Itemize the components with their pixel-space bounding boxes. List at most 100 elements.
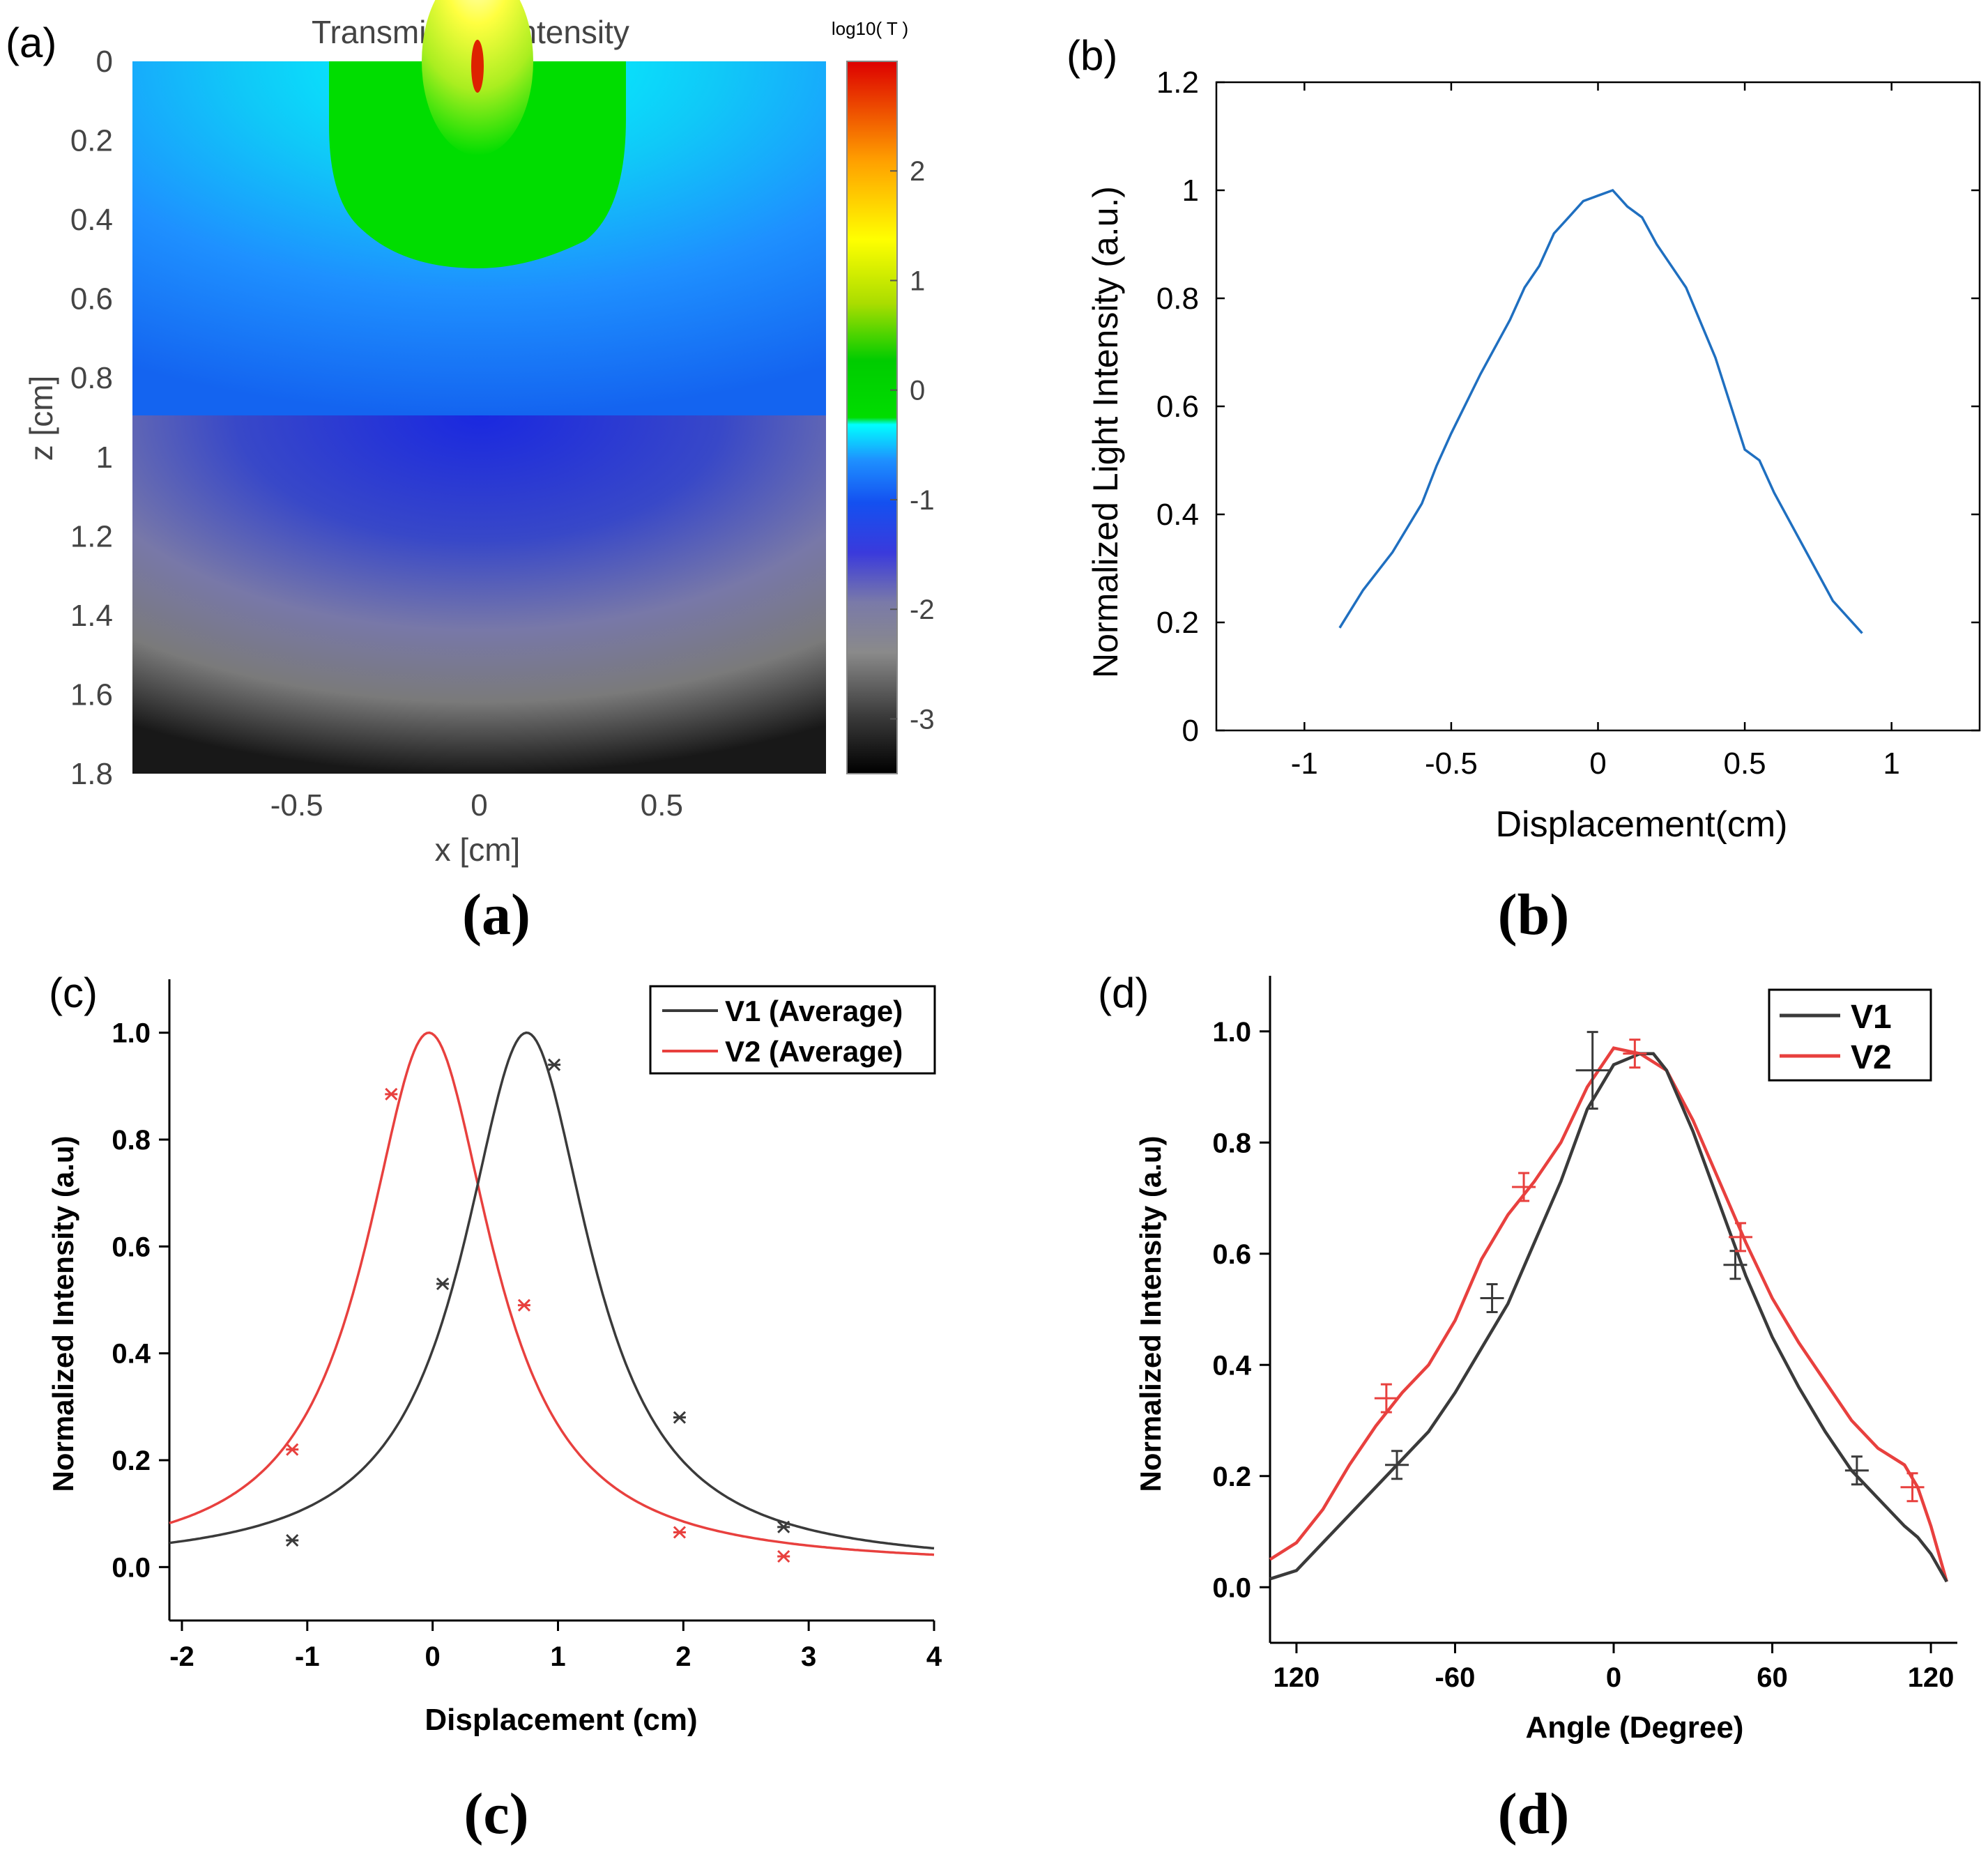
panel-label-d: (d) (1098, 970, 1149, 1016)
error-bar-v1 (1844, 1455, 1869, 1486)
x-tick-label-b: 0.5 (1723, 746, 1766, 781)
plot-frame-b (1215, 81, 1981, 732)
panel-c-line-chart: (c) -2 -1 0 1 2 3 4 0.0 0.2 0.4 0.6 0.8 1.0 V1 (Aver… (47, 970, 942, 1846)
marker-v2 (385, 1087, 398, 1101)
legend-c: V1 (Average) V2 (Average) (649, 985, 936, 1075)
colorbar-tick-label: -2 (910, 595, 935, 625)
colorbar-tick-label: -1 (910, 485, 935, 516)
y-tick-label-c: 0.2 (112, 1446, 151, 1476)
heatmap-source-point (471, 40, 484, 93)
marker-v1 (436, 1277, 450, 1291)
series-line-v2-average (169, 1031, 935, 1556)
y-tick-label-b: 1.2 (1156, 66, 1199, 100)
error-bar-v1 (1480, 1283, 1504, 1314)
x-axis-label-d: Angle (Degree) (1526, 1710, 1744, 1745)
x-tick-label-c: 0 (425, 1641, 441, 1672)
error-bar-v2 (1623, 1039, 1647, 1069)
x-tick-label-b: 0 (1589, 746, 1606, 781)
y-tick-label-a: 0.6 (70, 282, 113, 316)
y-tick-label-b: 0.8 (1156, 282, 1199, 316)
marker-v2 (673, 1526, 686, 1539)
panel-label-b: (b) (1066, 32, 1117, 79)
error-bar-v1 (1723, 1250, 1748, 1280)
error-bars-d (1374, 1031, 1925, 1503)
y-tick-label-b: 0.4 (1156, 498, 1199, 532)
y-tick-label-b: 1 (1182, 174, 1199, 208)
y-tick-label-a: 1.8 (70, 757, 113, 791)
legend-label-v2-average: V2 (Average) (725, 1035, 903, 1068)
y-tick-label-d: 0.2 (1212, 1462, 1251, 1492)
panel-a-heatmap: (a) Transmission Intensity 00.20.40.60.8… (6, 0, 935, 947)
x-tick-label-a: 0.5 (641, 788, 683, 822)
x-tick-label-b: -1 (1291, 746, 1318, 781)
colorbar-label: log10( T ) (832, 18, 908, 39)
heatmap-x-label: x [cm] (435, 832, 521, 868)
y-tick-label-a: 0 (96, 45, 113, 79)
axes-d: 120 -60 0 60 120 0.0 0.2 0.4 0.6 0.8 1.0 (1212, 1017, 1954, 1693)
y-tick-label-a: 1 (96, 440, 113, 475)
y-tick-label-c: 0.6 (112, 1232, 151, 1262)
x-tick-label-b: -0.5 (1425, 746, 1478, 781)
legend-label-v1: V1 (1851, 999, 1892, 1036)
colorbar-tick-label: 1 (910, 266, 925, 296)
error-bar-v2 (1374, 1383, 1398, 1414)
panel-d-line-chart: (d) 120 -60 0 60 120 0.0 0.2 0.4 0.6 0.8 1.0 V1 V2… (1098, 970, 1957, 1846)
colorbar-tick-label: -3 (910, 704, 935, 735)
x-tick-label-c: -2 (169, 1641, 194, 1672)
x-tick-label-d: 60 (1757, 1662, 1788, 1693)
x-tick-label-d: 120 (1908, 1662, 1955, 1693)
legend-box-d (1768, 988, 1932, 1082)
marker-v1 (286, 1533, 299, 1547)
colorbar-ticks: 2 1 0 -1 -2 -3 (890, 156, 935, 735)
heatmap-green-region (329, 61, 626, 268)
series-line-v1 (1269, 1052, 1948, 1583)
legend-box-c (649, 985, 936, 1075)
x-tick-label-d: 0 (1606, 1662, 1621, 1693)
marker-v1 (673, 1411, 686, 1424)
marker-v2 (517, 1298, 530, 1312)
y-axis-label-b: Normalized Light Intensity (a.u.) (1086, 186, 1125, 678)
legend-label-v2: V2 (1851, 1039, 1892, 1076)
caption-b: (b) (1498, 882, 1570, 947)
error-bar-v2 (1729, 1222, 1753, 1252)
series-line-v1-average (169, 1031, 935, 1550)
legend-d: V1 V2 (1768, 988, 1932, 1082)
y-tick-label-a: 1.6 (70, 677, 113, 712)
colorbar-tick-label: 2 (910, 156, 925, 187)
y-tick-label-b: 0.6 (1156, 390, 1199, 424)
x-axis-label-c: Displacement (cm) (425, 1703, 697, 1737)
error-bar-v2 (1900, 1472, 1925, 1503)
heatmap-lower-layer (132, 415, 826, 774)
colorbar (846, 61, 898, 774)
error-bar-v1 (1385, 1450, 1409, 1480)
y-tick-label-c: 1.0 (112, 1018, 151, 1049)
colorbar-tick-label: 0 (910, 376, 925, 406)
axes-c: -2 -1 0 1 2 3 4 0.0 0.2 0.4 0.6 0.8 1.0 (112, 1018, 942, 1672)
error-bar-v1 (1575, 1031, 1609, 1110)
y-tick-label-b: 0 (1182, 714, 1199, 748)
y-tick-label-a: 1.2 (70, 519, 113, 553)
y-tick-label-d: 1.0 (1212, 1017, 1251, 1048)
y-tick-label-c: 0.8 (112, 1125, 151, 1156)
heatmap-y-axis: 0 0.2 0.4 0.6 0.8 1 1.2 1.4 1.6 1.8 (70, 45, 113, 791)
error-bar-v2 (1512, 1172, 1536, 1202)
series-line-profile (1338, 188, 1863, 634)
marker-v2 (286, 1443, 299, 1456)
x-tick-label-b: 1 (1883, 746, 1899, 781)
legend-label-v1-average: V1 (Average) (725, 995, 903, 1027)
marker-v2 (777, 1549, 790, 1563)
x-tick-label-c: 1 (550, 1641, 565, 1672)
x-tick-label-c: 2 (675, 1641, 691, 1672)
y-tick-label-c: 0.0 (112, 1552, 151, 1583)
y-tick-label-d: 0.4 (1212, 1350, 1251, 1381)
series-markers-c (286, 1058, 790, 1563)
y-tick-label-b: 0.2 (1156, 606, 1199, 640)
y-tick-label-d: 0.8 (1212, 1128, 1251, 1158)
x-axis-label-b: Displacement(cm) (1496, 804, 1788, 845)
y-tick-label-d: 0.0 (1212, 1572, 1251, 1603)
y-tick-label-a: 0.4 (70, 203, 113, 237)
y-axis-label-c: Normalized Intensity (a.u) (47, 1135, 79, 1492)
axes-b: -1 -0.5 0 0.5 1 0 0.2 0.4 0.6 0.8 1 1.2 (1156, 66, 1980, 781)
heatmap-x-axis: -0.5 0 0.5 (270, 788, 683, 822)
marker-v1 (548, 1058, 561, 1071)
